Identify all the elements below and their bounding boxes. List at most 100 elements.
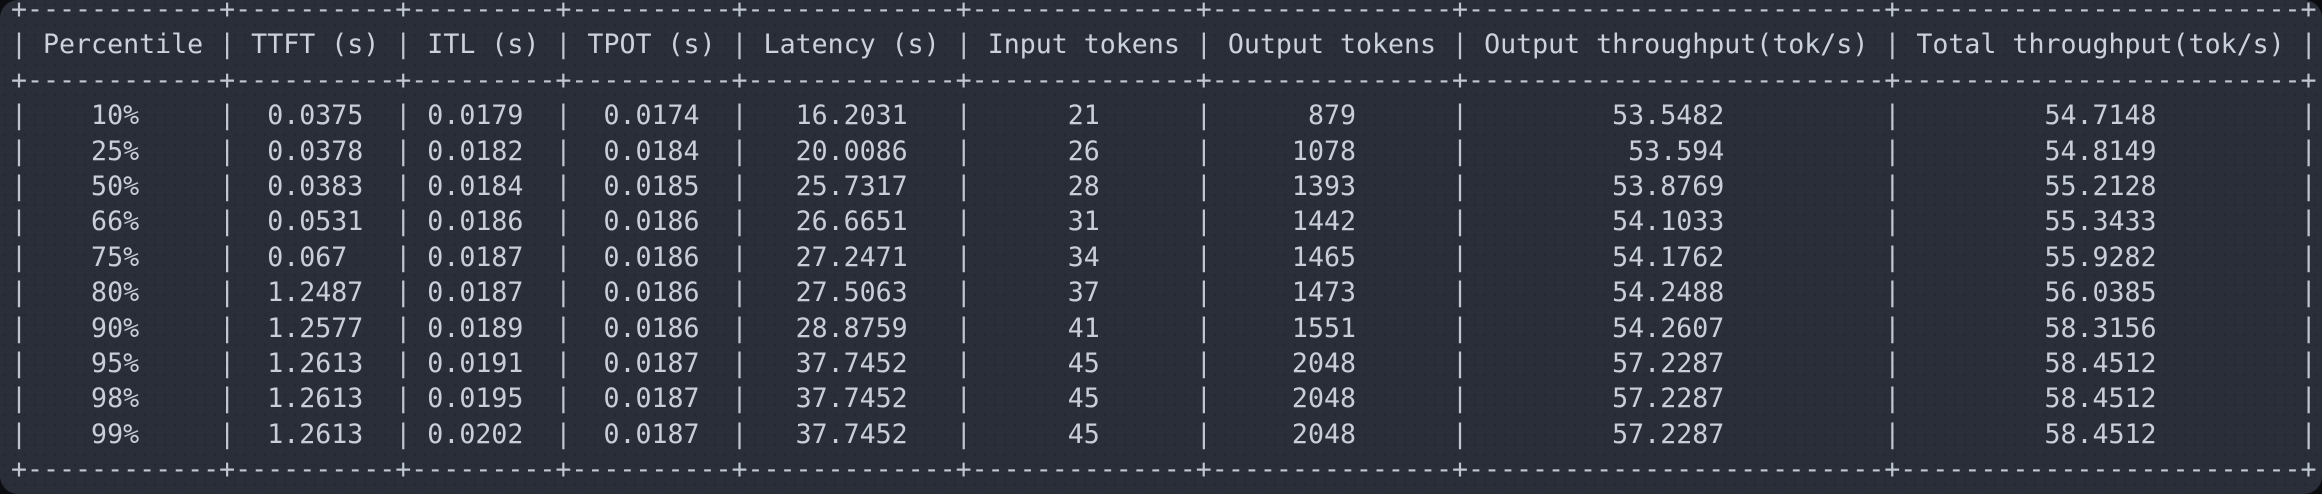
column-separator: | <box>1195 206 1212 238</box>
cell-ttft-s: 0.0531 <box>235 206 396 238</box>
cell-percentile: 50% <box>27 170 220 202</box>
table-row: | 50% | 0.0383 | 0.0184 | 0.0185 | 25.73… <box>11 169 2322 204</box>
column-separator: | <box>395 312 412 344</box>
cell-ttft-s: 0.0383 <box>235 170 396 202</box>
column-separator: | <box>731 170 748 202</box>
column-separator: | <box>731 100 748 132</box>
cell-tpot-s: 0.0186 <box>571 206 732 238</box>
cell-tpot-s: 0.0184 <box>571 135 732 167</box>
column-separator: | <box>11 135 28 167</box>
cell-total-throughput: 54.7148 <box>1900 100 2301 132</box>
column-separator: | <box>731 312 748 344</box>
cell-output-throughput: 57.2287 <box>1468 347 1885 379</box>
cell-output-throughput: 54.2488 <box>1468 277 1885 309</box>
column-separator: | <box>1884 241 1901 273</box>
border-dashes: +------------+----------+---------+-----… <box>11 0 2317 25</box>
cell-tpot-s: 0.0187 <box>571 347 732 379</box>
col-header-tpot-s: TPOT (s) <box>571 29 732 61</box>
column-separator: | <box>1195 29 1212 61</box>
column-separator: | <box>219 100 236 132</box>
column-separator: | <box>555 418 572 450</box>
column-separator: | <box>555 312 572 344</box>
cell-latency-s: 25.7317 <box>747 170 956 202</box>
cell-output-throughput: 54.1033 <box>1468 206 1885 238</box>
column-separator: | <box>1452 241 1469 273</box>
column-separator: | <box>731 277 748 309</box>
column-separator: | <box>731 206 748 238</box>
column-separator: | <box>1884 312 1901 344</box>
cell-latency-s: 28.8759 <box>747 312 956 344</box>
column-separator: | <box>1884 418 1901 450</box>
cell-output-tokens: 1393 <box>1211 170 1453 202</box>
cell-itl-s: 0.0184 <box>411 170 556 202</box>
column-separator: | <box>1884 383 1901 415</box>
column-separator: | <box>731 383 748 415</box>
cell-total-throughput: 55.3433 <box>1900 206 2301 238</box>
column-separator: | <box>2300 241 2317 273</box>
cell-latency-s: 37.7452 <box>747 347 956 379</box>
cell-itl-s: 0.0189 <box>411 312 556 344</box>
column-separator: | <box>555 29 572 61</box>
cell-output-throughput: 54.2607 <box>1468 312 1885 344</box>
cell-total-throughput: 55.2128 <box>1900 170 2301 202</box>
column-separator: | <box>955 170 972 202</box>
cell-output-tokens: 1078 <box>1211 135 1453 167</box>
column-separator: | <box>555 206 572 238</box>
column-separator: | <box>1452 347 1469 379</box>
cell-total-throughput: 54.8149 <box>1900 135 2301 167</box>
column-separator: | <box>11 29 28 61</box>
cell-input-tokens: 21 <box>971 100 1196 132</box>
cell-total-throughput: 58.3156 <box>1900 312 2301 344</box>
column-separator: | <box>219 170 236 202</box>
column-separator: | <box>1195 135 1212 167</box>
column-separator: | <box>11 383 28 415</box>
cell-output-tokens: 2048 <box>1211 347 1453 379</box>
cell-percentile: 90% <box>27 312 220 344</box>
table-row: | 66% | 0.0531 | 0.0186 | 0.0186 | 26.66… <box>11 204 2322 239</box>
cell-ttft-s: 0.067 <box>235 241 396 273</box>
column-separator: | <box>2300 206 2317 238</box>
column-separator: | <box>395 206 412 238</box>
cell-itl-s: 0.0191 <box>411 347 556 379</box>
cell-tpot-s: 0.0174 <box>571 100 732 132</box>
column-separator: | <box>955 241 972 273</box>
cell-percentile: 80% <box>27 277 220 309</box>
cell-output-tokens: 1551 <box>1211 312 1453 344</box>
column-separator: | <box>219 383 236 415</box>
column-separator: | <box>1884 347 1901 379</box>
column-separator: | <box>1195 170 1212 202</box>
cell-total-throughput: 58.4512 <box>1900 383 2301 415</box>
column-separator: | <box>11 100 28 132</box>
cell-tpot-s: 0.0186 <box>571 312 732 344</box>
cell-itl-s: 0.0179 <box>411 100 556 132</box>
column-separator: | <box>555 100 572 132</box>
table-header-row: | Percentile | TTFT (s) | ITL (s) | TPOT… <box>11 27 2322 62</box>
table-row: | 95% | 1.2613 | 0.0191 | 0.0187 | 37.74… <box>11 346 2322 381</box>
column-separator: | <box>1195 383 1212 415</box>
table-row: | 99% | 1.2613 | 0.0202 | 0.0187 | 37.74… <box>11 417 2322 452</box>
column-separator: | <box>955 312 972 344</box>
cell-percentile: 99% <box>27 418 220 450</box>
column-separator: | <box>219 277 236 309</box>
cell-itl-s: 0.0186 <box>411 206 556 238</box>
column-separator: | <box>731 135 748 167</box>
cell-output-tokens: 1442 <box>1211 206 1453 238</box>
column-separator: | <box>219 29 236 61</box>
table-row: | 25% | 0.0378 | 0.0182 | 0.0184 | 20.00… <box>11 134 2322 169</box>
table-border-row: +------------+----------+---------+-----… <box>11 452 2322 487</box>
column-separator: | <box>2300 347 2317 379</box>
cell-percentile: 75% <box>27 241 220 273</box>
cell-total-throughput: 58.4512 <box>1900 347 2301 379</box>
cell-ttft-s: 1.2577 <box>235 312 396 344</box>
column-separator: | <box>219 418 236 450</box>
column-separator: | <box>2300 135 2317 167</box>
cell-output-throughput: 53.594 <box>1468 135 1885 167</box>
col-header-total-throughput: Total throughput(tok/s) <box>1900 29 2301 61</box>
column-separator: | <box>1195 277 1212 309</box>
column-separator: | <box>1452 29 1469 61</box>
column-separator: | <box>555 241 572 273</box>
column-separator: | <box>1452 277 1469 309</box>
column-separator: | <box>1452 135 1469 167</box>
column-separator: | <box>395 383 412 415</box>
